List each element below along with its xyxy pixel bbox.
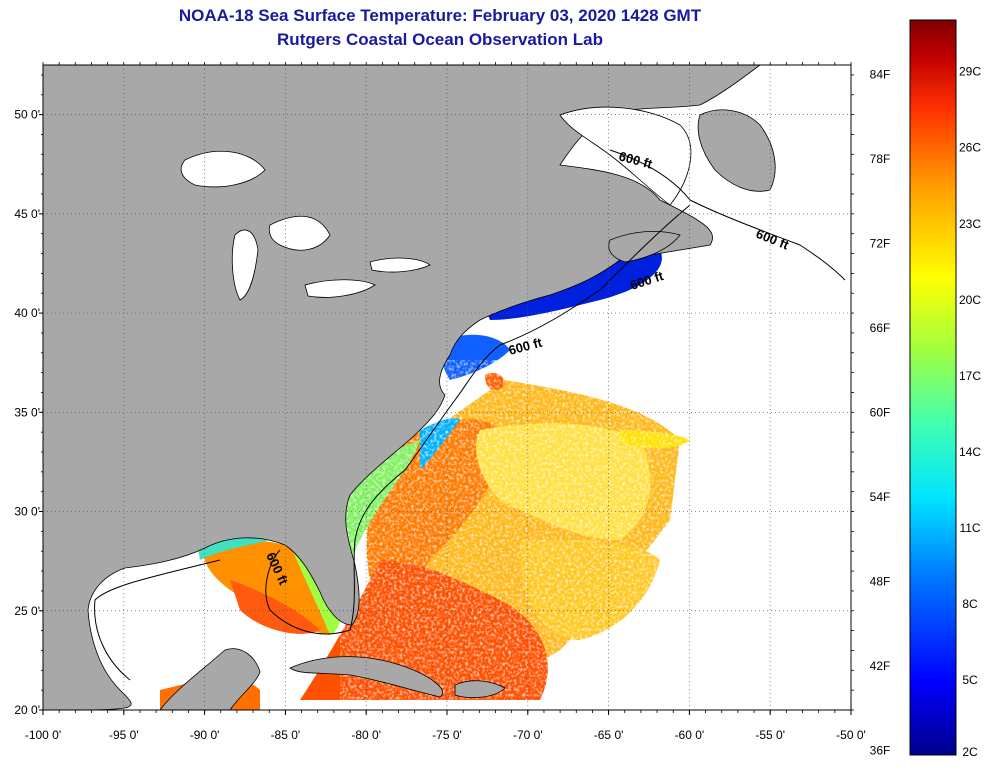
colorbar-f-label: 42F xyxy=(870,659,891,673)
colorbar-c-label: 17C xyxy=(959,369,981,383)
y-tick-label: 25 0' xyxy=(14,604,40,618)
colorbar-c-label: 5C xyxy=(962,673,978,687)
isobath-600ft xyxy=(94,149,846,681)
x-tick-label: -70 0' xyxy=(513,728,543,742)
colorbar-c-label: 26C xyxy=(959,141,981,155)
map-subtitle: Rutgers Coastal Ocean Observation Lab xyxy=(277,30,603,49)
colorbar-f-label: 72F xyxy=(870,236,891,250)
x-tick-label: -50 0' xyxy=(836,728,866,742)
land-hispaniola xyxy=(454,680,506,699)
land-mexico xyxy=(159,648,261,710)
y-tick-label: 20 0' xyxy=(14,703,40,717)
y-tick-label: 50 0' xyxy=(14,108,40,122)
colorbar-c-label: 2C xyxy=(962,745,978,759)
x-tick-label: -85 0' xyxy=(271,728,301,742)
x-tick-label: -100 0' xyxy=(25,728,61,742)
colorbar-f-label: 48F xyxy=(870,574,891,588)
y-tick-label: 40 0' xyxy=(14,306,40,320)
y-tick-label: 30 0' xyxy=(14,505,40,519)
colorbar-f-label: 84F xyxy=(870,68,891,82)
colorbar-f-label: 66F xyxy=(870,321,891,335)
colorbar-f-label: 78F xyxy=(870,152,891,166)
colorbar xyxy=(909,19,957,756)
graticule xyxy=(43,65,851,710)
colorbar-c-label: 14C xyxy=(959,445,981,459)
x-tick-label: -55 0' xyxy=(755,728,785,742)
x-tick-label: -75 0' xyxy=(432,728,462,742)
colorbar-c-label: 8C xyxy=(962,597,978,611)
colorbar-celsius-labels: 29C 26C 23C 20C 17C 14C 11C 8C 5C 2C xyxy=(959,65,981,759)
land-cuba xyxy=(289,656,443,698)
map-title: NOAA-18 Sea Surface Temperature: Februar… xyxy=(178,6,702,25)
colorbar-c-label: 20C xyxy=(959,293,981,307)
x-tick-label: -80 0' xyxy=(351,728,381,742)
y-tick-label: 45 0' xyxy=(14,207,40,221)
land-north-america xyxy=(43,65,761,710)
x-tick-label: -90 0' xyxy=(190,728,220,742)
colorbar-f-label: 36F xyxy=(870,743,891,757)
longitude-axis: -100 0' -95 0' -90 0' -85 0' -80 0' -75 0' -70… xyxy=(25,62,866,742)
colorbar-f-label: 54F xyxy=(870,490,891,504)
colorbar-f-label: 60F xyxy=(870,405,891,419)
y-tick-label: 35 0' xyxy=(14,405,40,419)
colorbar-c-label: 11C xyxy=(959,521,980,535)
colorbar-c-label: 29C xyxy=(959,65,981,79)
x-tick-label: -60 0' xyxy=(675,728,705,742)
x-tick-label: -95 0' xyxy=(109,728,139,742)
colorbar-fahrenheit-labels: 84F 78F 72F 66F 60F 54F 48F 42F 36F xyxy=(870,68,891,758)
latitude-axis: 20 0' 25 0' 30 0' 35 0' 40 0' 45 0' 50 0' xyxy=(14,74,854,717)
colorbar-c-label: 23C xyxy=(959,217,981,231)
x-tick-label: -65 0' xyxy=(594,728,624,742)
